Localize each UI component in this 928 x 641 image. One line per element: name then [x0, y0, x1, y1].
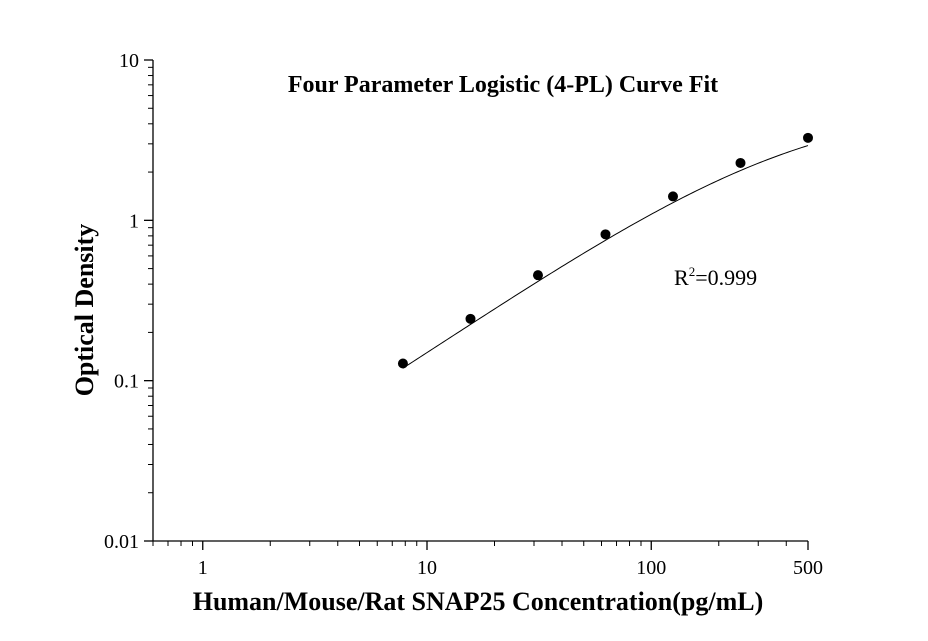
data-point: [465, 313, 476, 324]
data-point: [735, 157, 746, 168]
y-tick-label: 10: [119, 50, 139, 72]
chart-title: Four Parameter Logistic (4-PL) Curve Fit: [288, 72, 718, 98]
r-squared-superscript: 2: [689, 264, 696, 279]
labels: Four Parameter Logistic (4-PL) Curve Fit…: [70, 72, 763, 616]
y-tick-label: 0.1: [114, 371, 139, 393]
y-tick-label: 0.01: [104, 531, 139, 553]
fit-curve: [402, 145, 809, 369]
data-point: [667, 191, 678, 202]
x-tick-label: 500: [793, 557, 823, 579]
fit-curve-layer: [402, 145, 809, 369]
x-tick-label: 100: [636, 557, 666, 579]
data-point: [803, 132, 813, 143]
x-tick-label: 1: [198, 557, 208, 579]
data-points: [397, 132, 813, 369]
y-tick-label: 1: [129, 210, 139, 232]
data-point: [532, 270, 543, 281]
axes: 0.01 0.1 1 10 1 10 100 500: [104, 50, 823, 579]
y-axis-label: Optical Density: [70, 224, 99, 397]
data-point: [397, 358, 408, 369]
r-squared-label: R: [674, 265, 689, 290]
data-point: [600, 229, 611, 240]
r-squared-annotation: R2=0.999: [674, 264, 757, 290]
r-squared-value: =0.999: [695, 265, 757, 290]
x-tick-label: 10: [417, 557, 437, 579]
x-axis-label: Human/Mouse/Rat SNAP25 Concentration(pg/…: [193, 587, 764, 616]
